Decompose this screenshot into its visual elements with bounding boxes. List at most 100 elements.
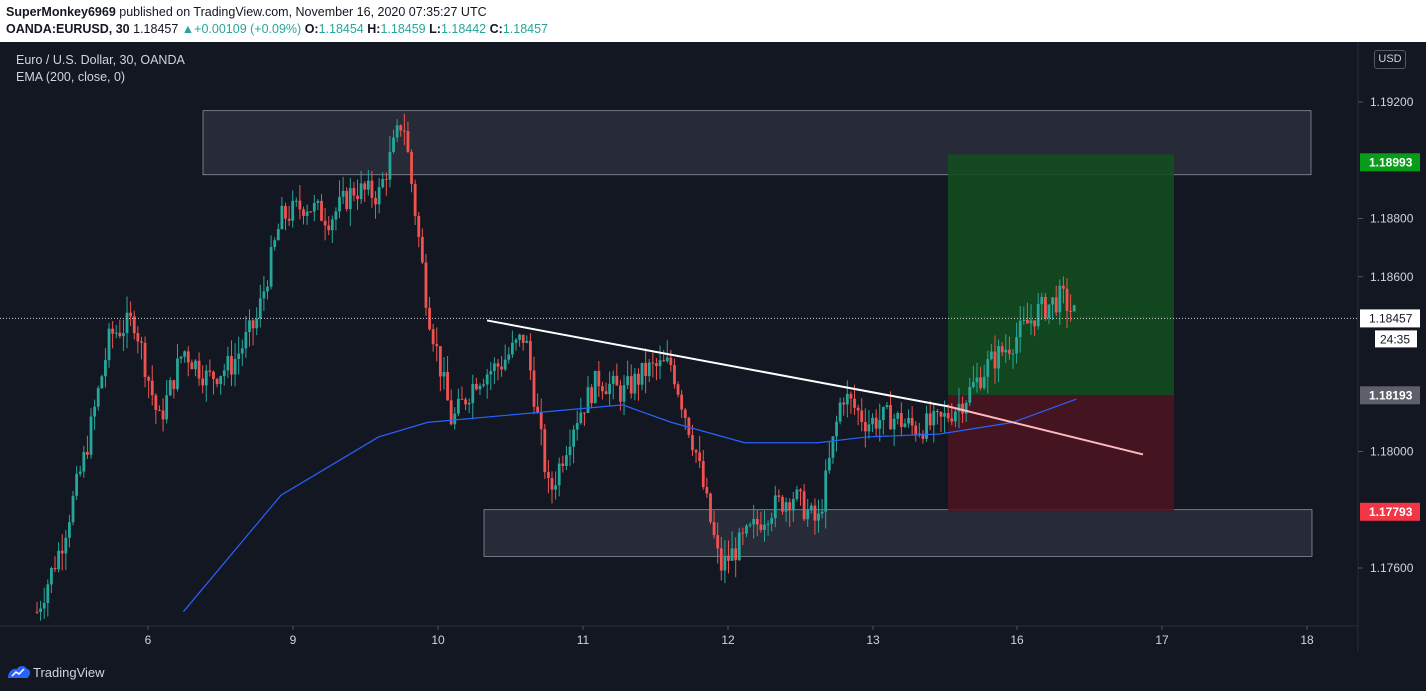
candle-body (154, 395, 158, 411)
candle-body (417, 215, 421, 237)
footer-bar (0, 651, 1426, 691)
candle-body (201, 378, 205, 386)
candle-body (935, 411, 939, 413)
candle-body (35, 611, 39, 613)
candle-body (204, 370, 208, 386)
candle-body (687, 417, 691, 436)
candle-body (212, 371, 215, 379)
candle-body (896, 413, 900, 419)
price-axis[interactable]: 1.19200 1.18800 1.18600 1.18000 1.17600 1.189… (1358, 42, 1426, 651)
candle-body (705, 487, 709, 494)
candle-body (964, 402, 968, 414)
high-value: 1.18459 (380, 22, 426, 36)
candle-body (701, 461, 705, 488)
candle-body (111, 328, 115, 334)
candle-body (143, 342, 147, 377)
candle-body (222, 370, 226, 377)
candle-body (928, 413, 932, 426)
candle-body (658, 360, 662, 367)
candle-body (845, 393, 849, 405)
candle-body (622, 385, 626, 402)
candle-body (885, 405, 889, 408)
price-chart[interactable]: 1.19200 1.18800 1.18600 1.18000 1.17600 1.189… (0, 42, 1426, 651)
candle-body (532, 370, 536, 407)
entry-price-label: 1.18193 (1369, 388, 1413, 402)
candle-body (989, 351, 993, 360)
candle-body (910, 417, 914, 426)
candle-body (176, 358, 179, 390)
current-price-label-bg (1360, 309, 1420, 328)
candle-body (619, 385, 622, 402)
candle-body (442, 371, 446, 377)
candle-body (89, 416, 93, 455)
candle-body (583, 412, 586, 414)
candle-body (345, 190, 349, 210)
low-value: 1.18442 (440, 22, 487, 36)
candle-body (240, 348, 244, 354)
candle-body (1065, 288, 1069, 311)
close-label: C: (489, 22, 503, 36)
candle-body (791, 499, 795, 511)
open-value: 1.18454 (318, 22, 364, 36)
candle-body (356, 195, 359, 200)
candle-body (604, 391, 608, 395)
candle-body (251, 320, 255, 329)
entry-price-label-bg (1360, 386, 1420, 405)
candle-body (889, 405, 892, 430)
candle-body (381, 178, 385, 188)
candle-body (914, 425, 918, 436)
stop-price-label: 1.17793 (1369, 505, 1413, 519)
candle-body (215, 378, 219, 385)
candle-body (179, 356, 183, 359)
candle-body (492, 363, 496, 372)
tradingview-brand[interactable]: TradingView (33, 665, 105, 680)
candle-body (118, 332, 122, 337)
candle-body (42, 602, 46, 609)
candle-body (968, 387, 972, 403)
candle-body (183, 351, 187, 357)
price-tick-label: 1.18000 (1370, 445, 1414, 459)
candle-body (809, 505, 813, 511)
candle-body (662, 360, 666, 362)
candle-body (190, 362, 194, 370)
price-change: +0.00109 (+0.09%) (194, 22, 302, 36)
candle-body (269, 247, 273, 287)
candle-body (734, 548, 738, 561)
candle-body (312, 202, 316, 212)
candle-body (597, 370, 601, 387)
indicator-legend[interactable]: EMA (200, close, 0) (16, 70, 126, 84)
candle-body (1033, 320, 1036, 327)
candle-body (100, 376, 104, 389)
candle-body (997, 346, 1000, 369)
support-zone (483, 509, 1313, 557)
candle-body (1029, 320, 1033, 324)
candle-body (640, 362, 644, 385)
open-label: O: (304, 22, 319, 36)
candle-body (820, 511, 824, 514)
time-tick-label: 16 (1010, 633, 1024, 647)
time-axis[interactable]: 6 9 10 11 12 13 16 17 18 (145, 626, 1314, 647)
candle-body (975, 377, 979, 383)
candle-body (71, 495, 75, 523)
candle-body (781, 496, 784, 512)
candle-body (194, 360, 197, 370)
candle-body (644, 362, 648, 377)
candle-body (456, 398, 460, 414)
candle-body (438, 346, 442, 377)
profit-zone (948, 154, 1174, 396)
currency-button[interactable]: USD (1374, 50, 1406, 69)
candle-body (478, 385, 482, 390)
candle-body (68, 522, 71, 538)
candle-body (431, 329, 435, 345)
time-tick-label: 6 (145, 633, 152, 647)
candle-body (435, 344, 439, 347)
candle-body (921, 433, 925, 439)
chart-legend-title[interactable]: Euro / U.S. Dollar, 30, OANDA (16, 53, 185, 67)
candle-body (863, 422, 867, 432)
candle-body (543, 429, 547, 473)
candle-body (392, 137, 395, 152)
author-name[interactable]: SuperMonkey6969 (6, 5, 116, 19)
candle-body (388, 151, 392, 180)
candle-body (410, 151, 413, 184)
countdown-label: 24:35 (1380, 332, 1410, 346)
